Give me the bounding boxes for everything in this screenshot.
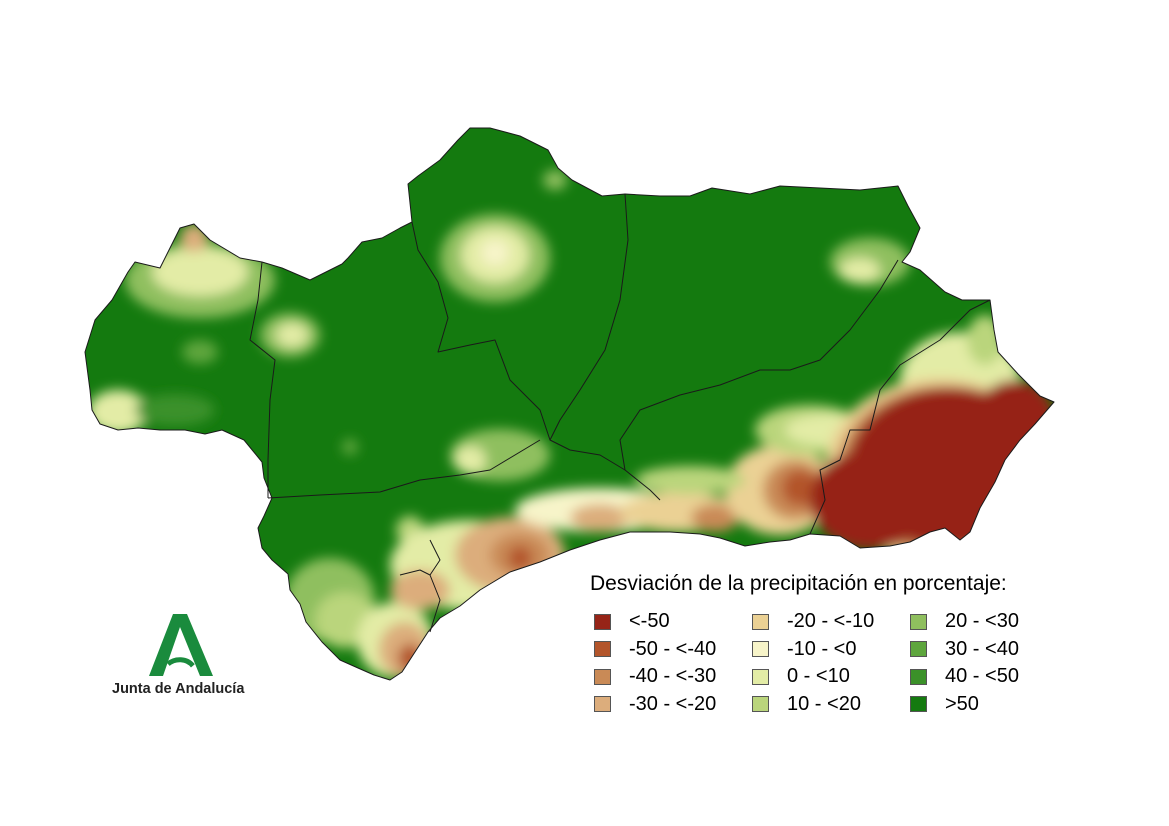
junta-andalucia-a-logo-icon (149, 614, 213, 676)
legend-item: >50 (906, 691, 1056, 719)
legend-label: -30 - <-20 (629, 692, 717, 715)
legend-label: >50 (945, 692, 979, 715)
legend-swatch (752, 696, 769, 713)
legend-label: 30 - <40 (945, 637, 1019, 660)
logo-text: Junta de Andalucía (112, 681, 245, 697)
legend-swatch (752, 641, 769, 658)
legend-item: 20 - <30 (906, 608, 1056, 636)
legend-item: 30 - <40 (906, 636, 1056, 664)
legend-item: <-50 (590, 608, 748, 636)
legend-swatch (594, 613, 611, 630)
legend-swatch (594, 641, 611, 658)
legend-label: 0 - <10 (787, 665, 850, 688)
legend-item: -50 - <-40 (590, 636, 748, 664)
legend-swatch (910, 613, 927, 630)
legend-label: -50 - <-40 (629, 637, 717, 660)
legend-label: -40 - <-30 (629, 665, 717, 688)
legend-item: -30 - <-20 (590, 691, 748, 719)
legend-item: 10 - <20 (748, 691, 906, 719)
legend: Desviación de la precipitación en porcen… (590, 572, 1060, 718)
legend-item: -10 - <0 (748, 636, 906, 664)
legend-swatch (752, 613, 769, 630)
legend-swatch (910, 696, 927, 713)
legend-item: 40 - <50 (906, 663, 1056, 691)
legend-swatch (910, 641, 927, 658)
legend-label: -10 - <0 (787, 637, 857, 660)
legend-item: -20 - <-10 (748, 608, 906, 636)
legend-items: <-50 -50 - <-40 -40 - <-30 -30 - <-20 -20 - … (590, 608, 1060, 718)
legend-swatch (594, 668, 611, 685)
legend-title: Desviación de la precipitación en porcen… (590, 572, 1007, 595)
province-boundaries (84, 127, 1055, 681)
legend-label: 10 - <20 (787, 692, 861, 715)
legend-label: <-50 (629, 610, 670, 633)
legend-swatch (594, 696, 611, 713)
legend-item: -40 - <-30 (590, 663, 748, 691)
legend-label: -20 - <-10 (787, 610, 875, 633)
legend-label: 40 - <50 (945, 665, 1019, 688)
legend-item: 0 - <10 (748, 663, 906, 691)
legend-swatch (752, 668, 769, 685)
legend-label: 20 - <30 (945, 610, 1019, 633)
junta-de-andalucia-logo: Junta de Andalucía (112, 614, 257, 697)
legend-swatch (910, 668, 927, 685)
